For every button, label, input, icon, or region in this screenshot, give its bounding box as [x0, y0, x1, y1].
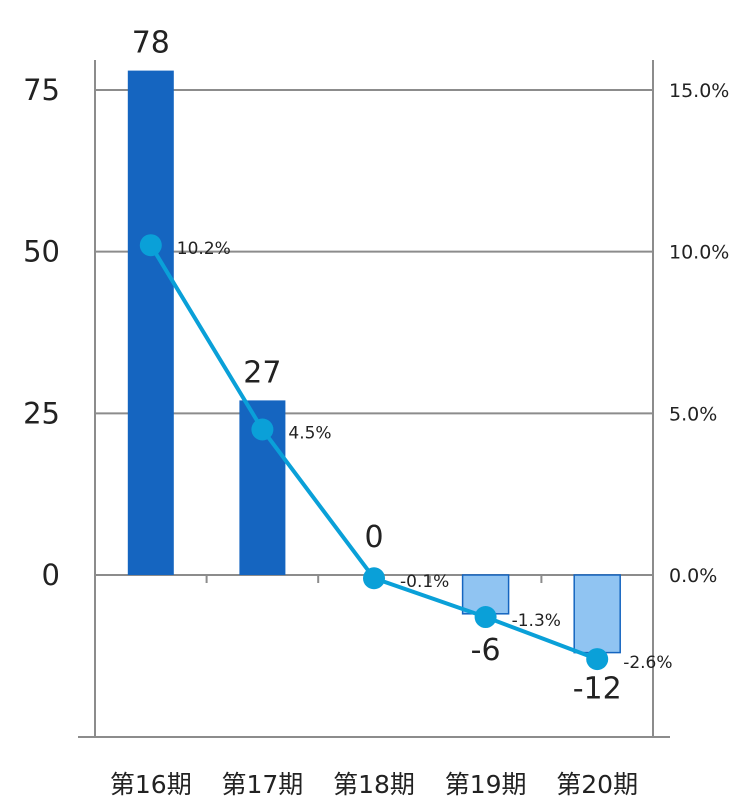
left-tick-label: 50 [23, 235, 60, 269]
line-point [586, 648, 609, 671]
line-value-label: -1.3% [512, 611, 561, 631]
line-point [251, 418, 274, 441]
category-label: 第20期 [556, 770, 638, 799]
bar [127, 70, 174, 575]
left-tick-label: 75 [23, 73, 60, 107]
category-label: 第18期 [333, 770, 415, 799]
left-tick-label: 0 [42, 558, 60, 592]
line-point [474, 606, 497, 629]
bar-value-label: -6 [471, 633, 501, 668]
right-tick-label: 5.0% [669, 403, 717, 425]
bar-value-label: 27 [243, 355, 281, 390]
right-tick-label: 10.0% [669, 242, 729, 264]
bar-value-label: -12 [573, 672, 622, 707]
bar [573, 574, 621, 654]
line-value-label: -0.1% [400, 572, 449, 592]
line-point [363, 567, 385, 590]
category-label: 第16期 [110, 770, 192, 799]
growth-line [149, 244, 598, 661]
bar-value-label: 78 [132, 26, 170, 61]
line-value-label: 4.5% [288, 424, 331, 444]
category-label: 第17期 [221, 770, 303, 799]
line-value-label: -2.6% [623, 653, 672, 673]
right-tick-label: 15.0% [669, 80, 729, 102]
line-point [139, 234, 162, 257]
category-label: 第19期 [445, 770, 527, 799]
line-value-label: 10.2% [177, 239, 231, 259]
bar-value-label: 0 [364, 520, 383, 555]
left-tick-label: 25 [23, 396, 60, 430]
right-tick-label: 0.0% [669, 565, 717, 587]
